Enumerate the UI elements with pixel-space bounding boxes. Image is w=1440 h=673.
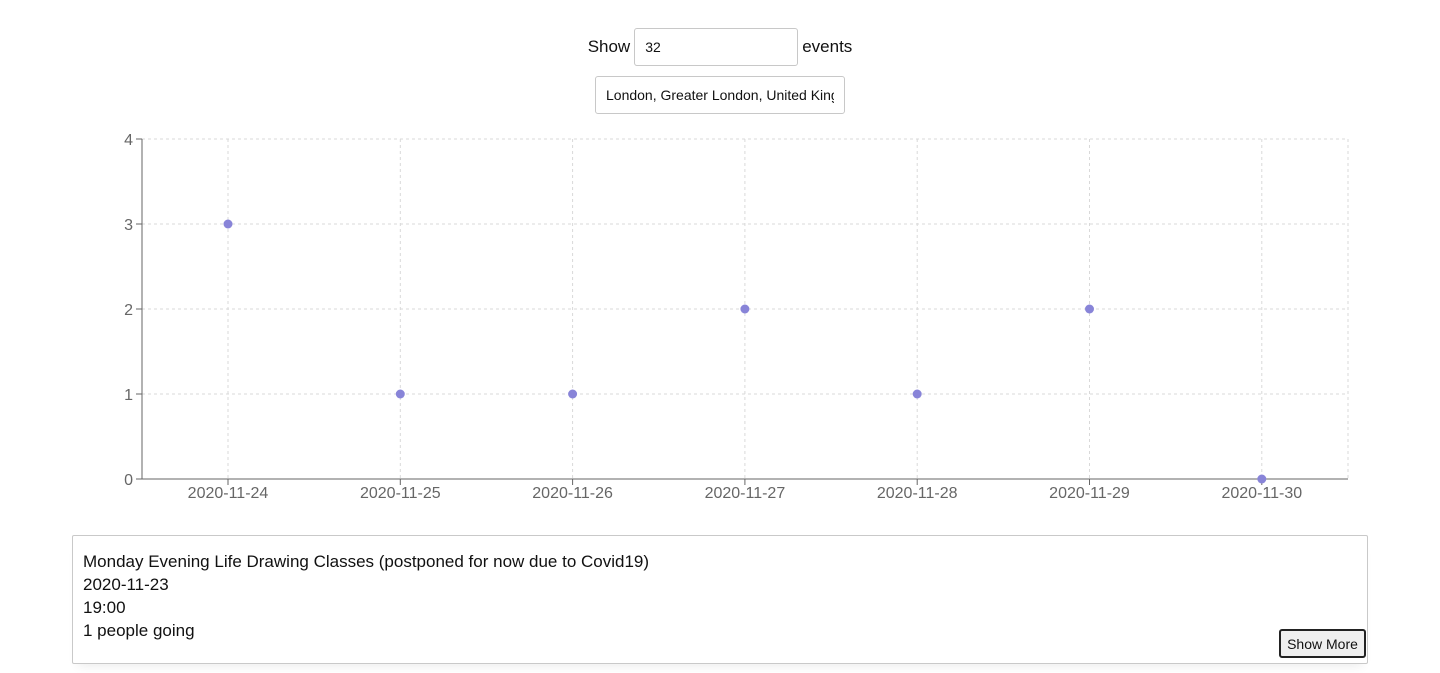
event-time: 19:00 [83,598,126,617]
data-point [395,389,405,399]
data-point [740,304,750,314]
data-point [912,389,922,399]
data-point [1257,474,1267,484]
event-title: Monday Evening Life Drawing Classes (pos… [83,552,650,571]
events-per-day-chart: 0 1 2 3 4 2020-11-24 2020-11-25 2020-11-26 2020-… [124,132,1349,502]
show-more-button[interactable]: Show More [1279,629,1366,658]
show-label: Show [587,37,631,56]
events-label: events [802,37,853,56]
y-tick-label: 2 [124,302,133,319]
x-tick-label: 2020-11-26 [532,485,613,502]
event-attendance: 1 people going [83,621,195,640]
data-point [223,219,233,229]
x-tick-label: 2020-11-30 [1221,485,1302,502]
data-point [568,389,578,399]
x-tick-label: 2020-11-25 [360,485,441,502]
data-point [1085,304,1094,314]
y-tick-label: 1 [124,387,133,404]
event-card: Monday Evening Life Drawing Classes (pos… [72,535,1368,664]
event-count-input[interactable] [634,28,799,66]
y-tick-label: 4 [124,132,133,149]
x-tick-label: 2020-11-29 [1049,485,1130,502]
location-input[interactable] [595,76,845,114]
x-tick-label: 2020-11-24 [188,485,269,502]
y-tick-label: 3 [124,217,133,234]
x-tick-label: 2020-11-28 [877,485,958,502]
event-count-controls: Show events [0,28,1440,66]
y-tick-label: 0 [124,472,133,489]
event-date: 2020-11-23 [83,575,169,594]
x-tick-label: 2020-11-27 [705,485,786,502]
